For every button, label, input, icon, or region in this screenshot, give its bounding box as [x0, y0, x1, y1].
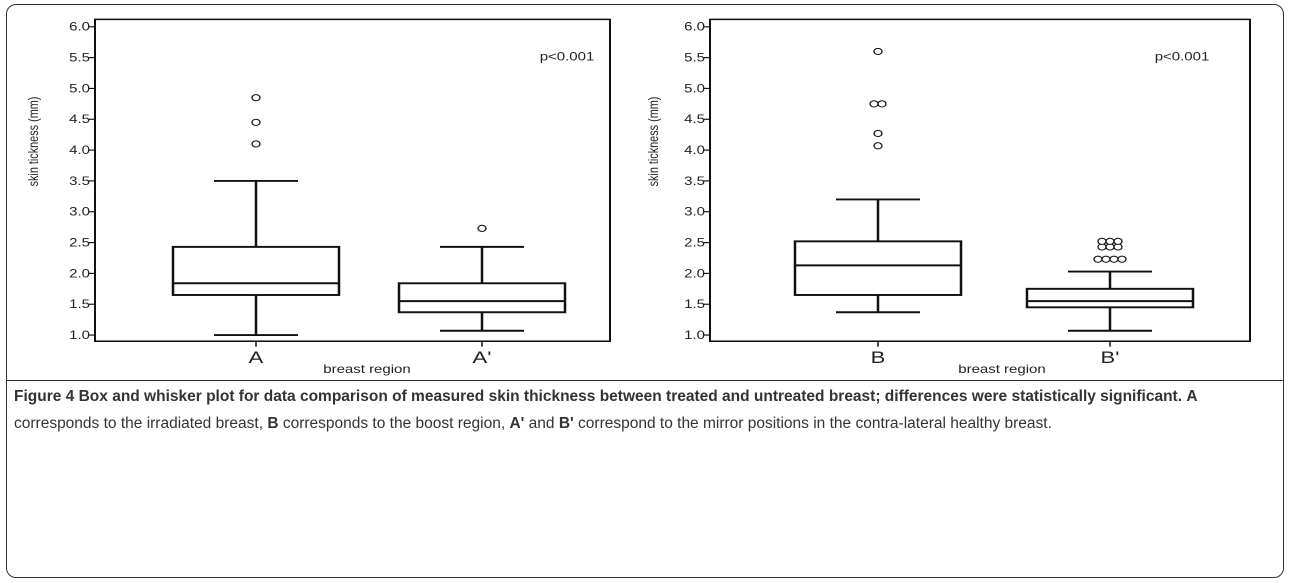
outlier-point [1113, 237, 1123, 245]
y-tick-label: 5.5 [684, 51, 705, 64]
caption-text-mirror: correspond to the mirror positions in th… [578, 415, 1052, 432]
p-value-annotation: p<0.001 [540, 50, 595, 63]
outlier-point [869, 100, 879, 108]
outlier-point [1105, 237, 1115, 245]
y-tick-label: 6.0 [684, 20, 705, 33]
x-tick-label: B' [1101, 348, 1120, 367]
y-tick-label: 3.0 [684, 205, 705, 218]
y-tick-label: 2.5 [684, 236, 705, 249]
plot-frame [94, 18, 611, 342]
caption-figure-label: Figure 4 [14, 388, 75, 405]
y-tick-label: 2.0 [69, 267, 90, 280]
y-tick-label: 5.5 [69, 51, 90, 64]
figure-caption: Figure 4 Box and whisker plot for data c… [14, 383, 1276, 437]
x-tick-label: B [871, 348, 886, 367]
x-tick-label: A' [473, 348, 492, 367]
caption-label-b-prime: B' [558, 415, 574, 432]
box-a-prime [397, 224, 567, 332]
outlier-point [1109, 255, 1119, 263]
outlier-point [251, 118, 261, 126]
y-tick-label: 4.5 [69, 113, 90, 126]
y-axis-label: skin tickness (mm) [26, 97, 42, 187]
outlier-point [1093, 255, 1103, 263]
y-axis-label: skin tickness (mm) [646, 97, 662, 187]
y-tick-label: 1.0 [69, 329, 90, 342]
outlier-point [251, 94, 261, 102]
y-tick-label: 5.0 [69, 82, 90, 95]
caption-label-a-prime: A' [509, 415, 525, 432]
y-tick-label: 2.5 [69, 236, 90, 249]
y-tick-label: 3.5 [69, 174, 90, 187]
y-tick-label: 4.5 [684, 113, 705, 126]
y-tick-label: 4.0 [684, 144, 705, 157]
y-tick-label: 1.0 [684, 329, 705, 342]
iqr-box [1025, 287, 1195, 309]
outlier-point [1097, 237, 1107, 245]
outlier-point [877, 100, 887, 108]
outlier-point [251, 140, 261, 148]
caption-text-b: corresponds to the boost region, [282, 415, 506, 432]
outlier-point [1101, 255, 1111, 263]
y-tick-label: 2.0 [684, 267, 705, 280]
chart-panel-left: 1.0 1.5 2.0 2.5 3.0 3.5 4.0 4.5 5.0 5.5 6.0 skin ti… [26, 18, 611, 376]
caption-label-a: A [1186, 388, 1198, 405]
y-tick-label: 3.5 [684, 174, 705, 187]
y-tick-label: 1.5 [684, 298, 705, 311]
box-a [171, 94, 341, 337]
outlier-point [873, 142, 883, 150]
box-b [793, 47, 963, 314]
caption-divider [6, 380, 1284, 381]
x-axis-label: breast region [958, 363, 1045, 376]
box-b-prime [1025, 237, 1195, 332]
y-tick-label: 4.0 [69, 144, 90, 157]
y-tick-label: 1.5 [69, 298, 90, 311]
iqr-box [793, 240, 963, 296]
caption-title: Box and whisker plot for data comparison… [78, 388, 1183, 405]
y-tick-label: 6.0 [69, 20, 90, 33]
chart-panel-right: 1.0 1.5 2.0 2.5 3.0 3.5 4.0 4.5 5.0 5.5 6.0 skin ti… [646, 18, 1251, 376]
y-tick-label: 3.0 [69, 205, 90, 218]
outlier-point [873, 47, 883, 56]
plot-frame [709, 18, 1251, 342]
outlier-point [477, 224, 487, 233]
x-tick-label: A [249, 348, 265, 367]
caption-text-a: corresponds to the irradiated breast, [14, 415, 263, 432]
p-value-annotation: p<0.001 [1155, 50, 1210, 63]
caption-and: and [528, 415, 555, 432]
y-tick-label: 5.0 [684, 82, 705, 95]
x-axis-label: breast region [323, 363, 410, 376]
outlier-point [873, 129, 883, 138]
caption-label-b: B [267, 415, 279, 432]
iqr-box [397, 282, 567, 314]
outlier-point [1117, 255, 1127, 263]
iqr-box [171, 245, 341, 296]
